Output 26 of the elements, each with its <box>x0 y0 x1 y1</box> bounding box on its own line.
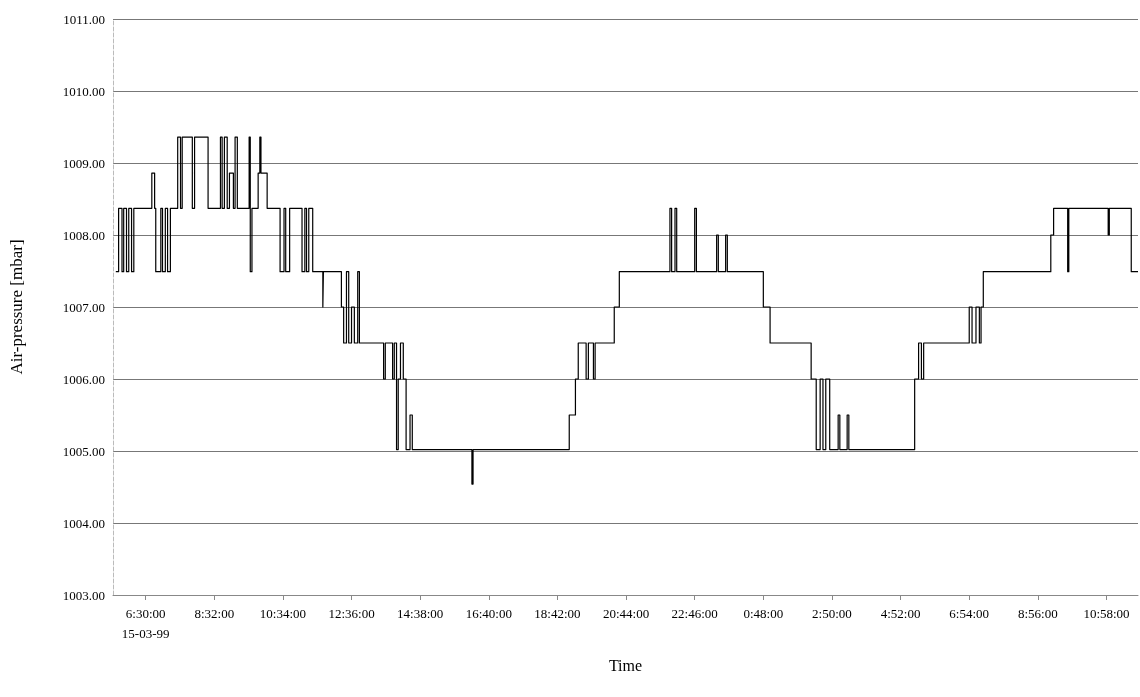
y-tick-label: 1010.00 <box>62 83 105 99</box>
x-tick-label: 16:40:00 <box>465 605 512 621</box>
x-tick-label: 0:48:00 <box>743 605 784 621</box>
x-tick-label: 10:58:00 <box>1083 605 1130 621</box>
y-tick-label: 1005.00 <box>62 443 105 459</box>
y-tick-label: 1006.00 <box>62 371 105 387</box>
y-tick-label: 1003.00 <box>62 587 105 603</box>
x-tick-label: 20:44:00 <box>602 605 650 621</box>
y-tick-label: 1011.00 <box>63 11 105 27</box>
x-tick-label: 8:56:00 <box>1018 605 1058 621</box>
x-tick-label: 6:30:00 15-03-99 <box>121 605 170 641</box>
x-tick-label: 22:46:00 <box>671 605 718 621</box>
x-tick-label: 4:52:00 <box>880 605 921 621</box>
x-tick-label: 6:54:00 <box>949 605 990 621</box>
y-tick-label: 1009.00 <box>62 155 105 171</box>
x-tick-label: 8:32:00 <box>194 605 235 621</box>
x-tick-label: 14:38:00 <box>397 605 444 621</box>
x-tick-label: 18:42:00 <box>534 605 581 621</box>
x-axis-title: Time <box>608 656 643 674</box>
x-tick-label: 2:50:00 <box>812 605 852 621</box>
y-axis-title: Air-pressure [mbar] <box>7 239 26 375</box>
x-tick-label: 10:34:00 <box>259 605 307 621</box>
y-tick-label: 1007.00 <box>62 299 105 315</box>
y-tick-label: 1008.00 <box>62 227 105 243</box>
x-tick-label: 12:36:00 <box>328 605 375 621</box>
y-tick-label: 1004.00 <box>62 515 105 531</box>
